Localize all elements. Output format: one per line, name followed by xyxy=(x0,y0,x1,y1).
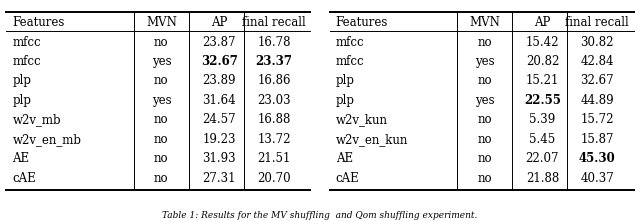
Text: yes: yes xyxy=(475,94,495,107)
Text: final recall: final recall xyxy=(242,16,306,29)
Text: 16.88: 16.88 xyxy=(257,113,291,126)
Text: 22.55: 22.55 xyxy=(524,94,561,107)
Text: no: no xyxy=(154,152,169,165)
Text: no: no xyxy=(154,171,169,185)
Text: w2v_en_mb: w2v_en_mb xyxy=(13,133,81,146)
Text: MVN: MVN xyxy=(469,16,500,29)
Text: final recall: final recall xyxy=(565,16,629,29)
Text: 23.87: 23.87 xyxy=(202,36,236,49)
Text: w2v_kun: w2v_kun xyxy=(336,113,388,126)
Text: plp: plp xyxy=(13,94,31,107)
Text: no: no xyxy=(477,171,492,185)
Text: 45.30: 45.30 xyxy=(579,152,616,165)
Text: no: no xyxy=(154,133,169,146)
Text: mfcc: mfcc xyxy=(13,36,41,49)
Text: 32.67: 32.67 xyxy=(580,74,614,88)
Text: 15.42: 15.42 xyxy=(525,36,559,49)
Text: 44.89: 44.89 xyxy=(580,94,614,107)
Text: 20.70: 20.70 xyxy=(257,171,291,185)
Text: yes: yes xyxy=(152,55,172,68)
Text: Table 1: Results for the MV shuffling  and Qom shuffling experiment.: Table 1: Results for the MV shuffling an… xyxy=(163,211,477,220)
Text: 27.31: 27.31 xyxy=(202,171,236,185)
Text: w2v_en_kun: w2v_en_kun xyxy=(336,133,408,146)
Text: mfcc: mfcc xyxy=(13,55,41,68)
Text: no: no xyxy=(154,74,169,88)
Text: 21.51: 21.51 xyxy=(257,152,291,165)
Text: 5.45: 5.45 xyxy=(529,133,556,146)
Text: no: no xyxy=(154,113,169,126)
Text: 30.82: 30.82 xyxy=(580,36,614,49)
Text: AE: AE xyxy=(336,152,353,165)
Text: yes: yes xyxy=(152,94,172,107)
Text: 42.84: 42.84 xyxy=(580,55,614,68)
Text: 32.67: 32.67 xyxy=(201,55,237,68)
Text: mfcc: mfcc xyxy=(336,55,364,68)
Text: 23.89: 23.89 xyxy=(202,74,236,88)
Text: no: no xyxy=(477,152,492,165)
Text: cAE: cAE xyxy=(13,171,36,185)
Text: no: no xyxy=(477,133,492,146)
Text: Features: Features xyxy=(13,16,65,29)
Text: 19.23: 19.23 xyxy=(202,133,236,146)
Text: 5.39: 5.39 xyxy=(529,113,556,126)
Text: MVN: MVN xyxy=(146,16,177,29)
Text: 16.86: 16.86 xyxy=(257,74,291,88)
Text: plp: plp xyxy=(336,94,355,107)
Text: 13.72: 13.72 xyxy=(257,133,291,146)
Text: 15.87: 15.87 xyxy=(580,133,614,146)
Text: 15.72: 15.72 xyxy=(580,113,614,126)
Text: 22.07: 22.07 xyxy=(525,152,559,165)
Text: plp: plp xyxy=(13,74,31,88)
Text: w2v_mb: w2v_mb xyxy=(13,113,61,126)
Text: no: no xyxy=(477,74,492,88)
Text: 20.82: 20.82 xyxy=(525,55,559,68)
Text: mfcc: mfcc xyxy=(336,36,364,49)
Text: plp: plp xyxy=(336,74,355,88)
Text: cAE: cAE xyxy=(336,171,360,185)
Text: 24.57: 24.57 xyxy=(202,113,236,126)
Text: Features: Features xyxy=(336,16,388,29)
Text: yes: yes xyxy=(475,55,495,68)
Text: 16.78: 16.78 xyxy=(257,36,291,49)
Text: 31.93: 31.93 xyxy=(202,152,236,165)
Text: 23.37: 23.37 xyxy=(255,55,292,68)
Text: 15.21: 15.21 xyxy=(525,74,559,88)
Text: 21.88: 21.88 xyxy=(526,171,559,185)
Text: 40.37: 40.37 xyxy=(580,171,614,185)
Text: AE: AE xyxy=(13,152,29,165)
Text: no: no xyxy=(477,36,492,49)
Text: no: no xyxy=(477,113,492,126)
Text: 31.64: 31.64 xyxy=(202,94,236,107)
Text: AP: AP xyxy=(534,16,550,29)
Text: AP: AP xyxy=(211,16,227,29)
Text: no: no xyxy=(154,36,169,49)
Text: 23.03: 23.03 xyxy=(257,94,291,107)
